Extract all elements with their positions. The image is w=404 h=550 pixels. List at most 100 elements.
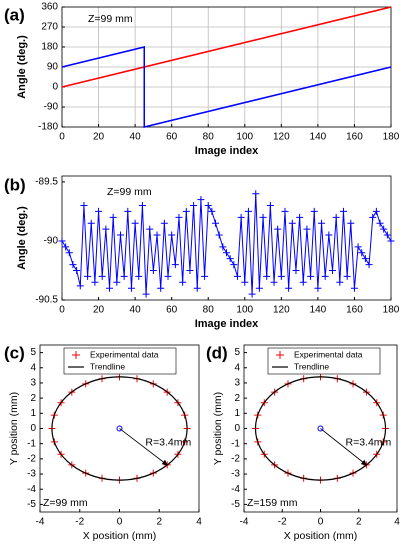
x-tick-label: 0: [117, 517, 123, 528]
data-point: [380, 225, 388, 233]
data-point: [98, 272, 106, 280]
data-point: [296, 213, 304, 221]
x-axis-label: Image index: [195, 145, 259, 157]
data-point: [127, 284, 135, 292]
data-point: [299, 278, 307, 286]
data-point: [354, 243, 362, 251]
data-point: [182, 207, 190, 215]
data-point: [87, 219, 95, 227]
data-point: [212, 219, 220, 227]
y-tick-label: -4: [27, 484, 36, 495]
y-tick-label: 0: [52, 82, 58, 93]
data-line: [61, 46, 392, 128]
data-point: [149, 266, 157, 274]
y-axis-label: Y position (mm): [212, 392, 224, 465]
y-tick-label: 270: [41, 22, 58, 33]
data-point: [321, 272, 329, 280]
legend-swatch: [72, 351, 80, 359]
x-tick-label: 160: [346, 132, 363, 143]
data-point: [387, 237, 395, 245]
x-tick-label: 2: [356, 517, 362, 528]
data-point: [190, 202, 198, 210]
data-point: [266, 202, 274, 210]
data-point: [84, 272, 92, 280]
y-tick-label: 5: [234, 347, 240, 358]
x-axis-label: X position (mm): [83, 530, 157, 542]
panel-label: (c): [4, 343, 25, 362]
x-tick-label: 0: [59, 305, 65, 316]
data-point: [120, 272, 128, 280]
data-point: [325, 231, 333, 239]
y-axis-label: Angle (deg.): [16, 35, 28, 99]
annotation: Z=99 mm: [43, 497, 88, 509]
y-tick-label: -180: [38, 122, 58, 133]
y-axis-label: Y position (mm): [8, 392, 20, 465]
legend-swatch: [276, 351, 284, 359]
y-tick-label: -90.5: [35, 295, 58, 306]
y-tick-label: 0: [30, 423, 36, 434]
data-point: [248, 290, 256, 298]
data-point: [274, 225, 282, 233]
data-point: [116, 231, 124, 239]
annotation: Z=99 mm: [88, 13, 133, 25]
y-tick-label: -3: [27, 469, 36, 480]
data-point: [138, 202, 146, 210]
data-point: [124, 207, 132, 215]
x-tick-label: 140: [310, 305, 327, 316]
data-point: [223, 249, 230, 257]
plot-frame: [243, 344, 398, 513]
x-tick-label: 60: [166, 305, 178, 316]
data-point: [131, 219, 139, 227]
y-tick-label: -5: [27, 499, 36, 510]
data-point: [263, 272, 271, 280]
center-marker: [116, 425, 123, 432]
data-point: [73, 266, 81, 274]
y-tick-label: 360: [41, 2, 58, 13]
data-point: [106, 284, 114, 292]
data-point: [332, 213, 340, 221]
data-point: [318, 219, 326, 227]
y-tick-label: 4: [234, 362, 240, 373]
data-point: [339, 207, 347, 215]
y-tick-label: -4: [231, 484, 240, 495]
data-point: [277, 272, 285, 280]
annotation: Z=159 mm: [247, 497, 298, 509]
y-tick-label: -3: [231, 469, 240, 480]
annotation: Z=99 mm: [107, 186, 152, 198]
data-point: [80, 202, 88, 210]
data-point: [372, 207, 380, 215]
radius-label: R=3.4mm: [145, 437, 191, 449]
data-point: [314, 284, 322, 292]
data-line: [61, 6, 392, 88]
data-point: [113, 278, 121, 286]
plot-frame: [39, 344, 200, 513]
data-point: [270, 278, 278, 286]
data-point: [383, 231, 391, 239]
data-point: [153, 231, 161, 239]
data-point: [201, 272, 209, 280]
data-point: [307, 272, 315, 280]
data-point: [175, 213, 183, 221]
data-point: [244, 207, 252, 215]
radius-arrow: [119, 428, 168, 466]
legend-label: Trendline: [294, 361, 329, 371]
data-point: [259, 213, 267, 221]
x-tick-label: -2: [278, 517, 287, 528]
data-point: [157, 284, 165, 292]
data-point: [91, 278, 99, 286]
data-point: [347, 219, 355, 227]
trendline: [51, 376, 188, 481]
radius-label: R=3.4mm: [345, 437, 391, 449]
y-tick-label: -90: [44, 102, 59, 113]
data-point: [69, 261, 77, 269]
y-tick-label: 4: [30, 362, 36, 373]
data-point: [226, 255, 234, 263]
data-point: [281, 207, 289, 215]
data-point: [285, 284, 293, 292]
x-tick-label: 0: [59, 132, 65, 143]
y-tick-label: -89.5: [35, 177, 58, 188]
legend-label: Experimental data: [294, 349, 363, 359]
radius-arrow: [320, 428, 367, 466]
x-tick-label: 4: [394, 517, 400, 528]
